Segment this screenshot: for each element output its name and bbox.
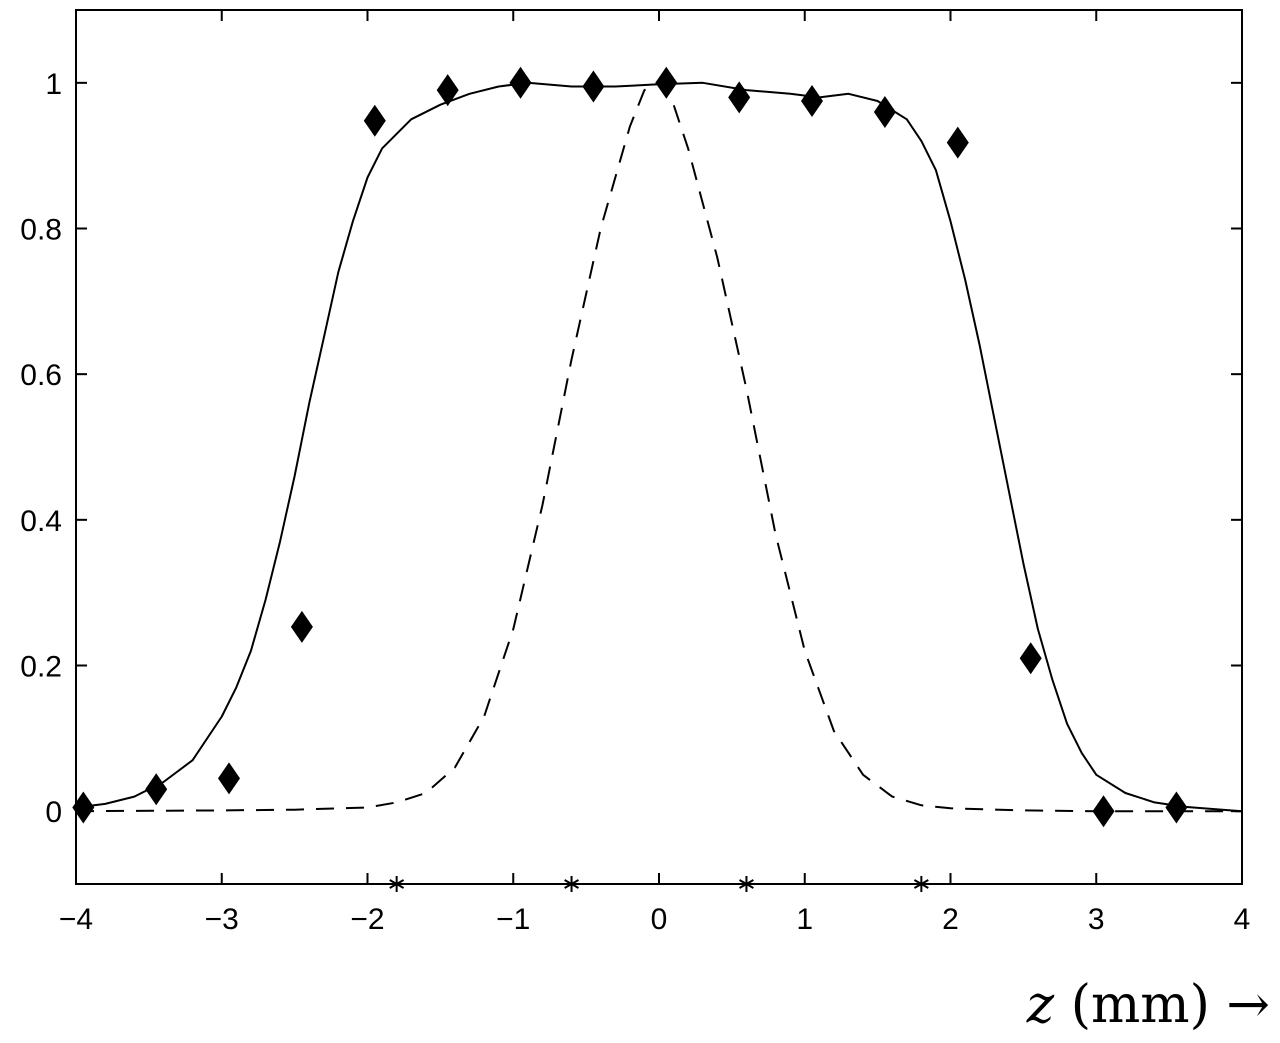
x-axis-ticks: −4 −3 −2 −1 0 1 2 3 4 <box>59 10 1250 936</box>
x-tick-label: 1 <box>796 903 813 936</box>
y-tick-label: 1 <box>45 68 62 101</box>
plot-area <box>75 9 1243 885</box>
x-tick-label: −2 <box>350 903 384 936</box>
diamond-marker <box>145 773 168 806</box>
asterisk-marker <box>739 876 754 892</box>
diamond-marker <box>1092 795 1115 828</box>
diamond-marker <box>363 104 386 137</box>
y-tick-label: 0.8 <box>20 214 62 247</box>
diamond-marker <box>290 610 313 643</box>
y-tick-label: 0 <box>45 796 62 829</box>
asterisk-marker <box>564 876 579 892</box>
y-tick-label: 0.2 <box>20 651 62 684</box>
x-tick-label: 2 <box>942 903 959 936</box>
asterisk-stroke <box>739 879 754 889</box>
x-axis-label-rest: (mm) → <box>1054 975 1270 1035</box>
diamond-marker <box>218 762 240 795</box>
diamond-marker <box>946 126 969 159</box>
x-tick-label: −1 <box>496 903 530 936</box>
y-axis-ticks: 0 0.2 0.4 0.6 0.8 1 <box>20 68 1242 829</box>
asterisk-stroke <box>389 879 405 889</box>
diamond-marker <box>436 74 459 107</box>
asterisk-marker <box>389 876 405 892</box>
x-tick-label: −3 <box>205 903 239 936</box>
x-tick-label: 4 <box>1234 903 1251 936</box>
x-axis-label-var: z <box>1026 975 1055 1035</box>
diamond-marker <box>1165 791 1188 824</box>
diamond-marker <box>1019 642 1042 675</box>
y-tick-label: 0.4 <box>20 505 62 538</box>
x-axis-label: z (mm) → <box>1026 975 1270 1035</box>
axis-markers <box>389 876 929 892</box>
y-tick-label: 0.6 <box>20 359 62 392</box>
diamond-marker <box>72 791 95 824</box>
x-tick-label: 3 <box>1088 903 1105 936</box>
diamond-marker <box>655 66 678 99</box>
asterisk-stroke <box>913 879 929 889</box>
diamond-marker <box>873 96 896 128</box>
x-tick-label: 0 <box>651 903 668 936</box>
diamond-marker <box>801 85 823 117</box>
diamond-marker <box>582 70 605 103</box>
x-tick-label: −4 <box>59 903 93 936</box>
asterisk-stroke <box>564 879 579 889</box>
asterisk-marker <box>913 876 929 892</box>
data-markers <box>72 66 1188 828</box>
diamond-marker <box>728 81 751 114</box>
diamond-marker <box>509 66 532 99</box>
